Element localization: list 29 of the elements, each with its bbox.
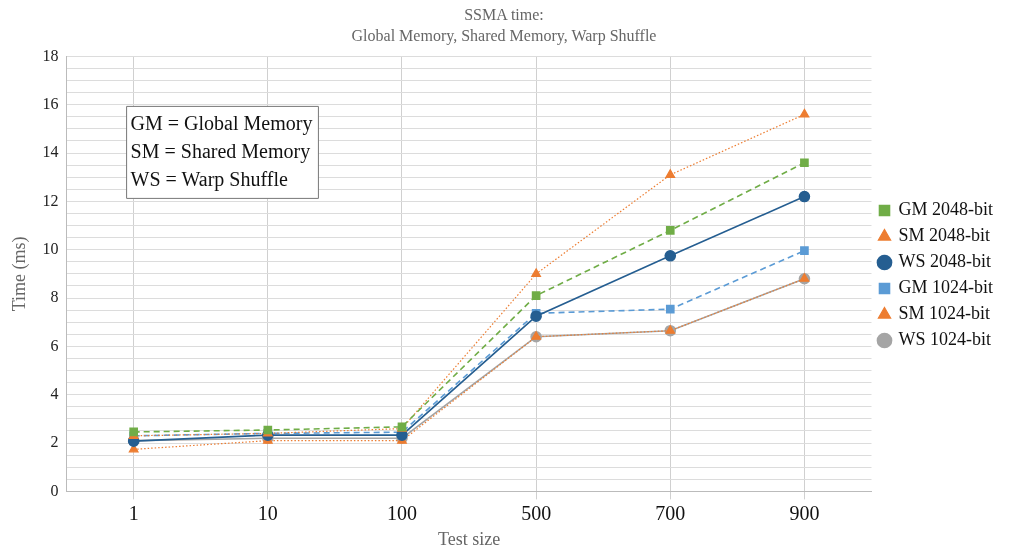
y-tick-label: 2 <box>50 433 59 451</box>
x-tick-label: 500 <box>521 501 552 524</box>
legend-label: WS 1024-bit <box>898 329 991 350</box>
x-tick-label: 1 <box>128 501 139 524</box>
annotation: GM = Global Memory <box>130 111 313 135</box>
y-tick-label: 8 <box>50 288 59 306</box>
annotation: SM = Shared Memory <box>130 139 311 163</box>
annotation: WS = Warp Shuffle <box>130 167 288 191</box>
x-tick-label: 700 <box>655 501 686 524</box>
legend-label: SM 2048-bit <box>898 225 991 246</box>
x-tick-label: 10 <box>257 501 278 524</box>
y-tick-label: 10 <box>42 239 59 257</box>
legend-label: SM 1024-bit <box>898 303 991 324</box>
y-tick-label: 12 <box>42 191 59 209</box>
x-tick-label: 900 <box>789 501 820 524</box>
legend-label: GM 2048-bit <box>898 199 993 220</box>
chart-title: SSMA time: <box>464 5 544 23</box>
y-tick-label: 0 <box>50 481 59 499</box>
y-axis-title: Time (ms) <box>8 236 30 312</box>
legend-label: GM 1024-bit <box>898 277 993 298</box>
y-tick-label: 16 <box>42 94 59 112</box>
y-tick-label: 14 <box>42 143 59 161</box>
chart-subtitle: Global Memory, Shared Memory, Warp Shuffle <box>351 27 657 45</box>
y-tick-label: 6 <box>50 336 59 354</box>
y-tick-label: 4 <box>50 384 59 402</box>
y-tick-label: 18 <box>42 46 59 64</box>
x-axis-title: Test size <box>437 528 501 549</box>
legend-label: WS 2048-bit <box>898 251 991 272</box>
x-tick-label: 100 <box>386 501 417 524</box>
